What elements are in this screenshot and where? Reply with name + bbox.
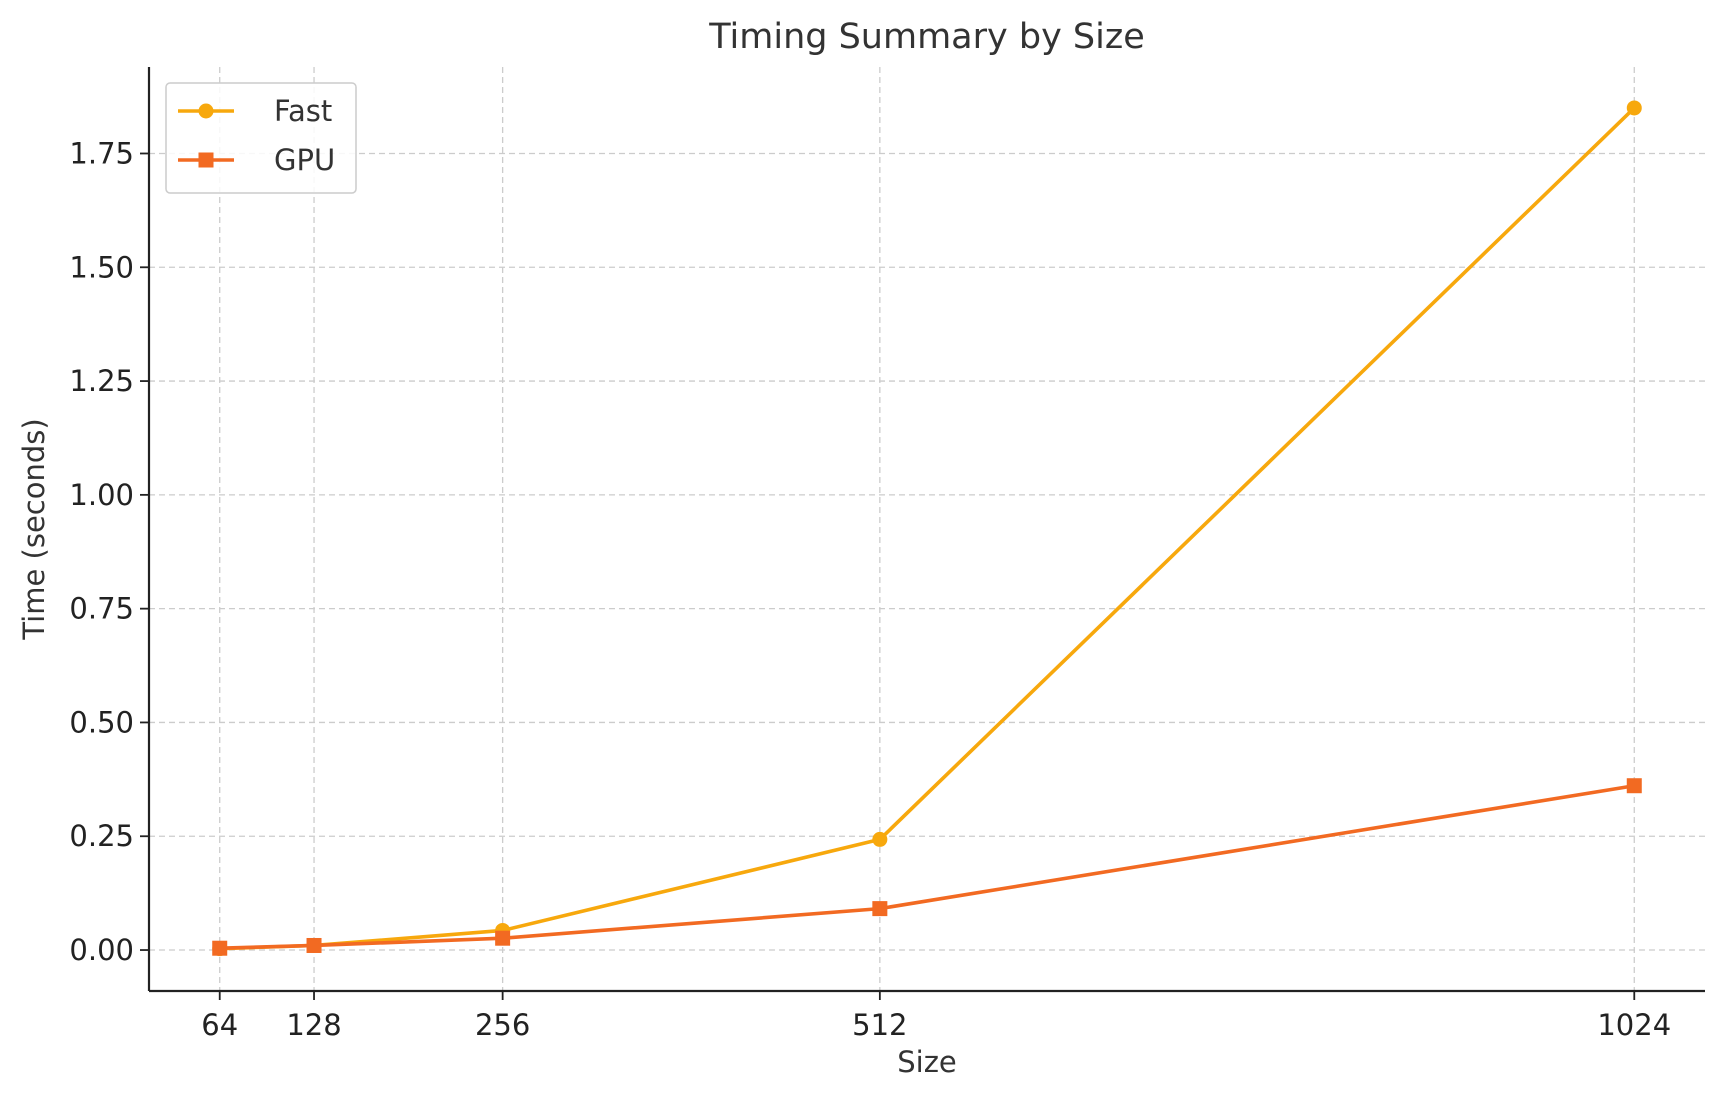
data-point-gpu xyxy=(212,940,228,956)
x-tick-label: 1024 xyxy=(1597,1008,1671,1042)
axes xyxy=(147,67,1705,993)
y-tick-label: 1.25 xyxy=(69,364,134,398)
data-point-gpu xyxy=(306,937,322,953)
data-point-gpu xyxy=(495,930,511,946)
y-tick-label: 1.00 xyxy=(69,478,134,512)
legend-marker-fast xyxy=(198,103,214,119)
series-line-fast xyxy=(217,106,1637,951)
x-tick-label: 512 xyxy=(852,1008,907,1042)
x-tick-label: 256 xyxy=(475,1008,530,1042)
series-fast xyxy=(212,100,1642,957)
y-tick-label: 0.75 xyxy=(69,592,134,626)
series xyxy=(212,100,1642,957)
legend-item-fast: Fast xyxy=(178,94,332,128)
ticks: 0.00 0.25 0.50 0.75 1.00 1.25 1.50 1.75 64 128 256… xyxy=(69,136,1671,1042)
legend-marker-gpu xyxy=(198,152,214,168)
y-tick-label: 0.50 xyxy=(69,705,134,739)
data-point-gpu xyxy=(872,901,888,917)
series-line-gpu xyxy=(217,783,1637,951)
y-tick-label: 0.25 xyxy=(69,819,134,853)
x-tick-label: 128 xyxy=(286,1008,341,1042)
data-point-gpu xyxy=(1626,778,1642,794)
data-point-fast xyxy=(1626,100,1642,116)
y-tick-label: 1.50 xyxy=(69,250,134,284)
series-gpu xyxy=(212,778,1642,956)
legend: Fast GPU xyxy=(165,82,357,194)
x-axis-label: Size xyxy=(897,1045,957,1079)
y-tick-label: 1.75 xyxy=(69,136,134,170)
x-tick-label: 64 xyxy=(201,1008,238,1042)
chart-title: Timing Summary by Size xyxy=(708,17,1145,57)
grid xyxy=(149,67,1705,991)
legend-label-fast: Fast xyxy=(274,94,332,128)
y-tick-label: 0.00 xyxy=(69,933,134,967)
y-axis-label: Time (seconds) xyxy=(17,418,51,640)
legend-label-gpu: GPU xyxy=(274,143,335,177)
legend-item-gpu: GPU xyxy=(178,143,335,177)
data-point-fast xyxy=(872,831,888,847)
